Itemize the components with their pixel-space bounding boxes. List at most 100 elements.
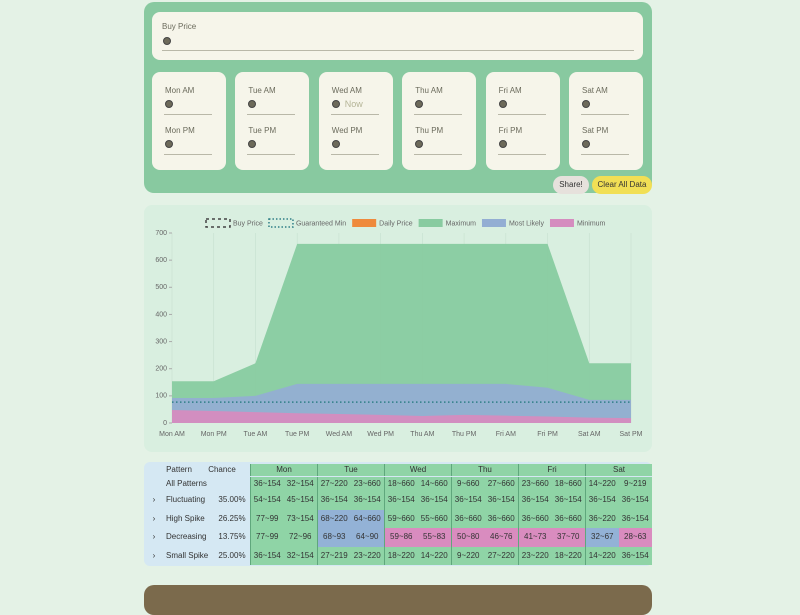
- label: Wed AM: [331, 86, 362, 95]
- price-range: 36~660: [484, 509, 518, 528]
- expand-arrow[interactable]: ›: [152, 513, 156, 523]
- y-tick-label: 500: [155, 284, 167, 291]
- price-range: 36~154: [518, 491, 552, 510]
- placeholder: Now: [344, 99, 363, 109]
- prediction-table: Pattern Chance Mon Tue Wed Thu Fri Sat All Patte…: [144, 462, 652, 566]
- price-range: 64~660: [350, 509, 384, 528]
- price-range: 36~154: [451, 491, 485, 510]
- area: [172, 243, 631, 423]
- underline: [581, 154, 629, 155]
- price-range: 28~63: [618, 528, 652, 547]
- label: Mon AM: [165, 86, 195, 95]
- price-range: 23~220: [350, 546, 384, 565]
- y-tick-label: 0: [163, 420, 167, 427]
- price-range: 9~660: [451, 477, 485, 491]
- price-range: 59~86: [384, 528, 418, 547]
- turnip-icon: [331, 100, 340, 108]
- turnip-icon: [163, 37, 171, 45]
- underline: [164, 114, 212, 115]
- header-cell: Chance: [208, 465, 236, 474]
- day-box: Fri AM Fri PM: [485, 72, 560, 170]
- price-range: 23~660: [518, 477, 552, 491]
- y-tick-label: 100: [155, 393, 167, 400]
- price-range: 36~154: [250, 546, 284, 565]
- underline: [247, 114, 296, 115]
- price-range: 14~220: [585, 546, 619, 565]
- price-range: 36~154: [618, 546, 652, 565]
- chance: 26.25%: [218, 513, 246, 523]
- header-cell: Fri: [518, 464, 585, 476]
- header-cell: Sat: [585, 464, 652, 476]
- header-cell: Mon: [250, 464, 317, 476]
- label: Buy Price: [162, 22, 197, 31]
- underline: [164, 154, 212, 155]
- price-range: 45~154: [283, 491, 317, 510]
- price-range: 73~154: [283, 509, 317, 528]
- underline: [414, 114, 463, 115]
- underline: [581, 114, 629, 115]
- turnip-icon: [582, 140, 590, 148]
- pattern-name: Decreasing: [166, 532, 207, 541]
- footer-panel: [144, 585, 652, 615]
- price-range: 32~67: [585, 528, 619, 547]
- header-cell: Wed: [384, 464, 451, 476]
- underline: [330, 114, 379, 115]
- price-range: 54~154: [250, 491, 284, 510]
- price-range: 27~220: [317, 477, 351, 491]
- expand-arrow[interactable]: ›: [152, 532, 156, 541]
- legend-swatch: [205, 218, 231, 228]
- header-cell: Thu: [451, 464, 518, 476]
- buy-price-field[interactable]: Buy Price: [152, 12, 643, 60]
- price-range: 36~660: [451, 509, 485, 528]
- turnip-icon: [248, 100, 257, 108]
- header-cell: Pattern: [166, 465, 192, 474]
- legend-label: Minimum: [577, 220, 606, 227]
- price-range: 14~220: [585, 477, 619, 491]
- share-button[interactable]: Share!: [553, 176, 589, 194]
- price-range: 36~660: [518, 509, 552, 528]
- price-range: 55~83: [417, 528, 451, 547]
- clear-button[interactable]: Clear All Data: [592, 176, 652, 194]
- y-tick-label: 600: [155, 257, 167, 264]
- underline: [330, 154, 379, 155]
- chart: Mon AM Mon PM Tue AM Tue PM Wed AM Wed PM Thu …: [155, 218, 643, 438]
- expand-arrow[interactable]: ›: [152, 550, 156, 560]
- turnip-icon: [165, 100, 173, 108]
- label: Fri PM: [498, 126, 523, 135]
- price-range: 32~154: [283, 546, 317, 565]
- label: Tue PM: [248, 126, 277, 135]
- x-tick-label: Fri PM: [537, 431, 558, 438]
- legend-swatch: [418, 219, 443, 227]
- price-range: 36~154: [551, 491, 585, 510]
- price-range: 27~219: [317, 546, 351, 565]
- price-range: 36~154: [317, 491, 351, 510]
- price-range: 72~96: [283, 528, 317, 547]
- price-range: 9~219: [618, 477, 652, 491]
- expand-arrow[interactable]: ›: [152, 495, 156, 504]
- legend-label: Most Likely: [509, 220, 545, 227]
- y-tick-label: 700: [155, 230, 167, 237]
- price-range: 14~660: [417, 477, 451, 491]
- day-box: Thu AM Thu PM: [402, 72, 477, 170]
- price-range: 32~154: [283, 477, 317, 491]
- price-range: 36~660: [551, 509, 585, 528]
- price-range: 18~660: [384, 477, 418, 491]
- y-tick-label: 400: [155, 311, 167, 318]
- turnip-icon: [498, 100, 507, 108]
- price-range: 27~660: [484, 477, 518, 491]
- price-range: 27~220: [484, 546, 518, 565]
- price-range: 36~154: [417, 491, 451, 510]
- area: [172, 409, 631, 423]
- label: Sat PM: [582, 126, 609, 135]
- y-tick-label: 200: [155, 366, 167, 373]
- price-range: 36~154: [250, 477, 284, 491]
- price-range: 14~220: [417, 546, 451, 565]
- legend-label: Guaranteed Min: [296, 220, 346, 227]
- label: Thu PM: [415, 126, 444, 135]
- pattern-name: Small Spike: [166, 550, 209, 560]
- legend-swatch: [481, 219, 506, 227]
- chart-panel: Mon AM Mon PM Tue AM Tue PM Wed AM Wed PM Thu …: [144, 205, 652, 452]
- legend-swatch: [352, 219, 377, 227]
- label: Wed PM: [331, 126, 363, 135]
- x-tick-label: Sat AM: [578, 431, 601, 438]
